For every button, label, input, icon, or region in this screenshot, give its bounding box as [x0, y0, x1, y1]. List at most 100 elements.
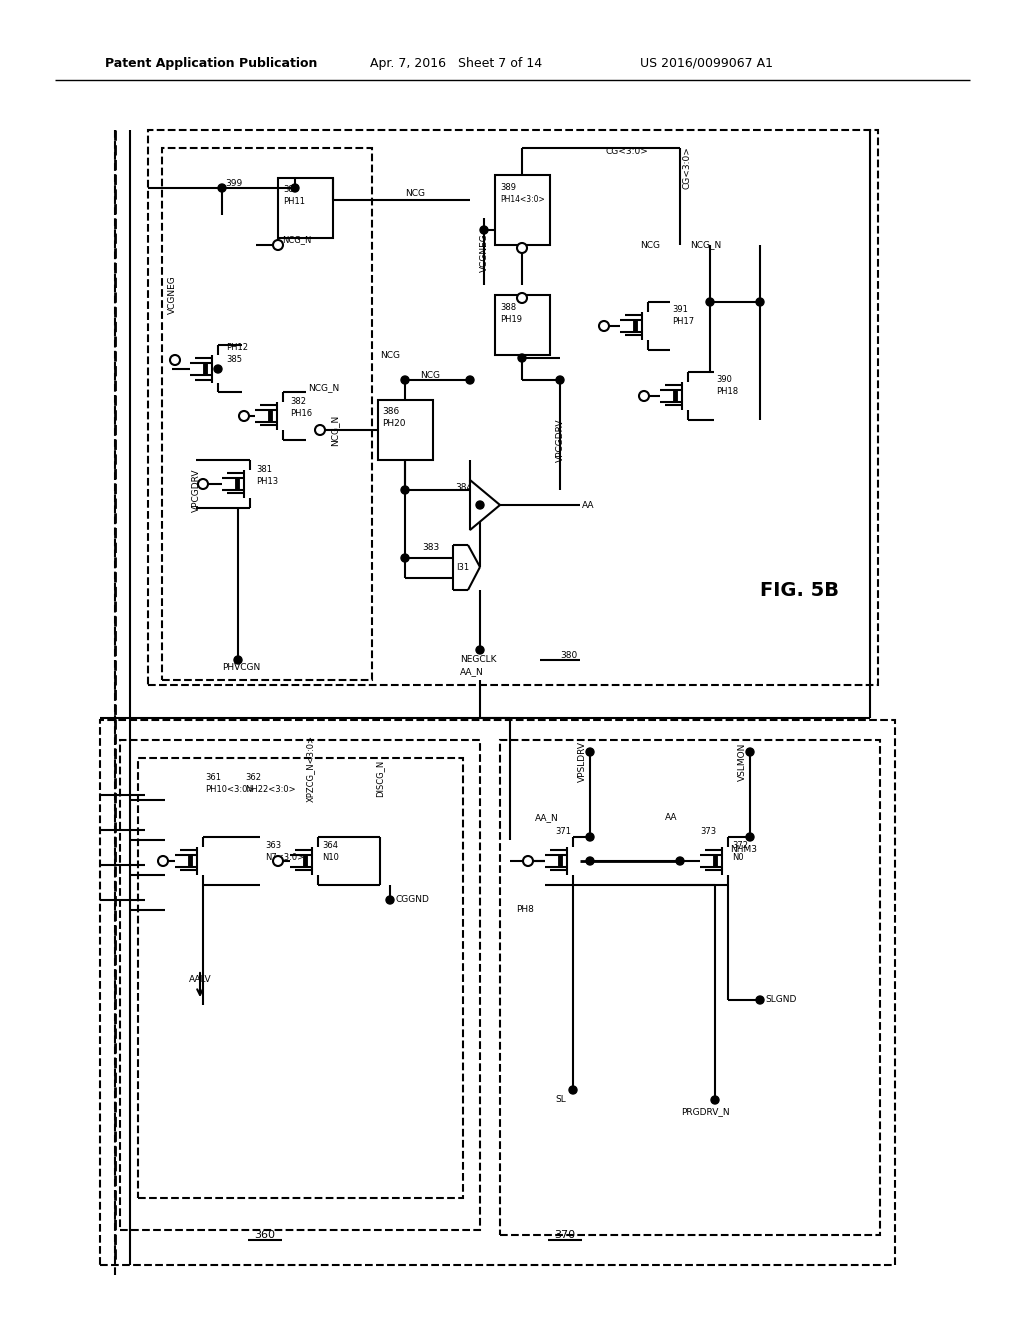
- Circle shape: [401, 554, 409, 562]
- Text: N7<3:0>: N7<3:0>: [265, 853, 304, 862]
- Text: 380: 380: [560, 651, 578, 660]
- Text: PH20: PH20: [382, 420, 406, 429]
- Circle shape: [599, 321, 609, 331]
- Text: AA_N: AA_N: [460, 668, 483, 676]
- Text: AA: AA: [665, 813, 678, 822]
- Text: 389: 389: [500, 182, 516, 191]
- Circle shape: [239, 411, 249, 421]
- Text: VPCGDRV: VPCGDRV: [555, 418, 564, 462]
- Text: NCG: NCG: [406, 189, 425, 198]
- Text: PRGDRV_N: PRGDRV_N: [681, 1107, 729, 1117]
- Circle shape: [476, 502, 484, 510]
- Text: 372: 372: [732, 841, 748, 850]
- Text: NHM3: NHM3: [730, 846, 757, 854]
- Text: Patent Application Publication: Patent Application Publication: [105, 57, 317, 70]
- Text: CGGND: CGGND: [395, 895, 429, 904]
- Text: PH19: PH19: [500, 314, 522, 323]
- Text: XPZCG_N<3:0>: XPZCG_N<3:0>: [305, 734, 314, 801]
- Circle shape: [556, 376, 564, 384]
- Text: DISCG_N: DISCG_N: [375, 759, 384, 797]
- Circle shape: [586, 748, 594, 756]
- Text: NCG_N: NCG_N: [330, 414, 339, 446]
- Circle shape: [273, 240, 283, 249]
- Circle shape: [480, 226, 488, 234]
- Text: 384: 384: [455, 483, 472, 492]
- Circle shape: [586, 857, 594, 865]
- Bar: [278, 178, 333, 238]
- Text: 370: 370: [554, 1230, 575, 1239]
- Text: 399: 399: [225, 178, 243, 187]
- Polygon shape: [470, 480, 500, 531]
- Circle shape: [517, 293, 527, 304]
- Text: VSLMON: VSLMON: [737, 743, 746, 781]
- Bar: [162, 148, 372, 680]
- Text: 390: 390: [716, 375, 732, 384]
- Text: SLGND: SLGND: [765, 995, 797, 1005]
- Circle shape: [315, 425, 325, 436]
- Circle shape: [746, 833, 754, 841]
- Text: 381: 381: [256, 466, 272, 474]
- Text: NEGCLK: NEGCLK: [460, 656, 497, 664]
- Text: 388: 388: [500, 302, 516, 312]
- Text: VCGNEG: VCGNEG: [479, 234, 488, 272]
- Circle shape: [401, 376, 409, 384]
- Text: AA_N: AA_N: [535, 813, 559, 822]
- Text: PH8: PH8: [516, 906, 534, 915]
- Text: NCG: NCG: [380, 351, 400, 359]
- Text: PH16: PH16: [290, 409, 312, 418]
- Text: 360: 360: [255, 1230, 275, 1239]
- Text: N0: N0: [732, 853, 743, 862]
- Circle shape: [214, 366, 222, 374]
- Text: PH13: PH13: [256, 478, 279, 487]
- Text: 371: 371: [555, 828, 571, 837]
- Circle shape: [401, 486, 409, 494]
- Circle shape: [569, 1086, 577, 1094]
- Bar: [500, 741, 880, 1236]
- Circle shape: [756, 298, 764, 306]
- Circle shape: [234, 656, 242, 664]
- Circle shape: [170, 355, 180, 366]
- Circle shape: [706, 298, 714, 306]
- Text: PH18: PH18: [716, 388, 738, 396]
- Bar: [138, 758, 463, 1199]
- Text: NH22<3:0>: NH22<3:0>: [245, 785, 296, 795]
- Bar: [378, 400, 433, 459]
- Text: 387: 387: [283, 186, 299, 194]
- Text: 386: 386: [382, 408, 399, 417]
- Text: NCG_N: NCG_N: [690, 240, 721, 249]
- Text: CG<3:0>: CG<3:0>: [683, 147, 692, 190]
- Text: 391: 391: [672, 305, 688, 314]
- Text: NCG: NCG: [420, 371, 440, 380]
- Text: 361: 361: [205, 774, 221, 783]
- Circle shape: [639, 391, 649, 401]
- Circle shape: [466, 376, 474, 384]
- Text: 364: 364: [322, 841, 338, 850]
- Text: Apr. 7, 2016   Sheet 7 of 14: Apr. 7, 2016 Sheet 7 of 14: [370, 57, 542, 70]
- Text: 385: 385: [226, 355, 242, 364]
- Text: PH14<3:0>: PH14<3:0>: [500, 195, 545, 205]
- Circle shape: [518, 354, 526, 362]
- Text: N10: N10: [322, 853, 339, 862]
- Text: PH17: PH17: [672, 318, 694, 326]
- Text: 373: 373: [700, 828, 716, 837]
- Text: NCG: NCG: [640, 240, 660, 249]
- Text: PH12: PH12: [226, 343, 248, 352]
- Text: VPCGDRV: VPCGDRV: [191, 469, 201, 512]
- Circle shape: [273, 855, 283, 866]
- Text: VCGNEG: VCGNEG: [168, 276, 176, 314]
- Text: US 2016/0099067 A1: US 2016/0099067 A1: [640, 57, 773, 70]
- Text: 383: 383: [423, 544, 440, 553]
- Circle shape: [476, 645, 484, 653]
- Text: VPSLDRV: VPSLDRV: [578, 742, 587, 783]
- Text: AA: AA: [582, 500, 595, 510]
- Text: PH10<3:0>: PH10<3:0>: [205, 785, 254, 795]
- Circle shape: [586, 833, 594, 841]
- Text: PHVCGN: PHVCGN: [222, 664, 260, 672]
- Circle shape: [676, 857, 684, 865]
- Circle shape: [517, 243, 527, 253]
- Text: CG<3:0>: CG<3:0>: [605, 148, 648, 157]
- Circle shape: [746, 748, 754, 756]
- Text: PH11: PH11: [283, 198, 305, 206]
- Circle shape: [158, 855, 168, 866]
- Circle shape: [218, 183, 226, 191]
